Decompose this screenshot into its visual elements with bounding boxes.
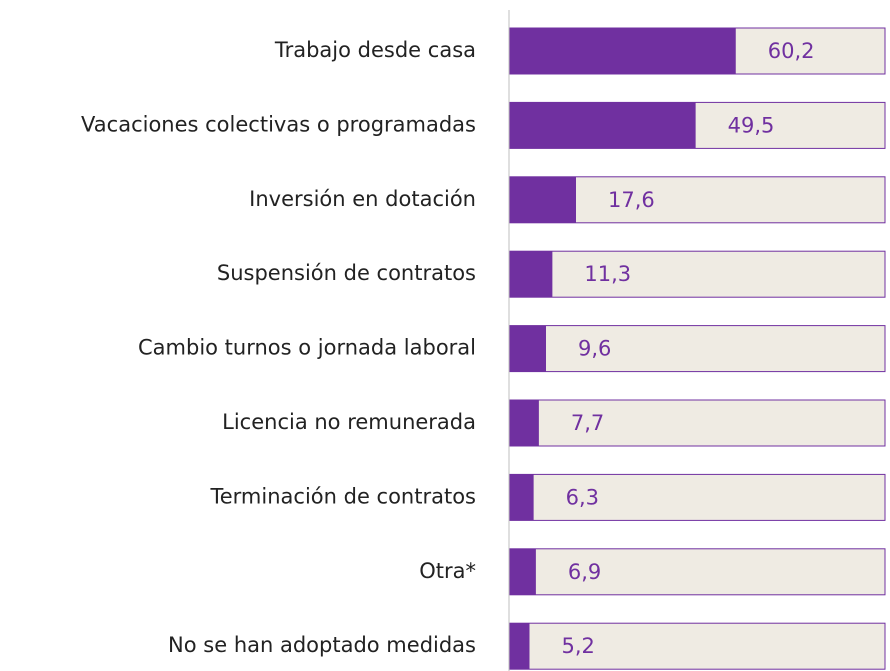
category-label: Vacaciones colectivas o programadas: [81, 112, 476, 136]
bar-track: [509, 473, 886, 521]
value-label: 49,5: [728, 113, 775, 137]
bar-track: [509, 399, 886, 447]
value-label: 17,6: [608, 188, 655, 212]
value-label: 60,2: [768, 39, 815, 63]
category-label: Terminación de contratos: [209, 484, 476, 508]
category-label: Trabajo desde casa: [274, 38, 476, 62]
bar: [510, 325, 546, 372]
category-label: Suspensión de contratos: [217, 261, 476, 285]
bar: [510, 28, 736, 74]
bar: [510, 102, 696, 149]
bar: [510, 623, 530, 670]
value-label: 7,7: [571, 411, 604, 435]
bar-track: [509, 250, 886, 298]
value-label: 6,9: [568, 560, 601, 584]
bar: [510, 176, 576, 223]
category-label: No se han adoptado medidas: [168, 633, 476, 657]
category-label: Cambio turnos o jornada laboral: [138, 336, 476, 360]
bar: [510, 400, 539, 446]
value-label: 6,3: [566, 485, 599, 509]
bar-track: [509, 622, 886, 670]
category-label: Inversión en dotación: [249, 187, 476, 211]
bar: [510, 548, 536, 595]
bar-track: [509, 548, 886, 596]
value-label: 5,2: [562, 634, 595, 658]
category-label: Otra*: [419, 559, 476, 583]
value-label: 11,3: [584, 262, 631, 286]
bar: [510, 251, 553, 298]
bar: [510, 474, 534, 521]
bar-track: [509, 325, 886, 373]
category-label: Licencia no remunerada: [222, 410, 476, 434]
value-label: 9,6: [578, 337, 611, 361]
